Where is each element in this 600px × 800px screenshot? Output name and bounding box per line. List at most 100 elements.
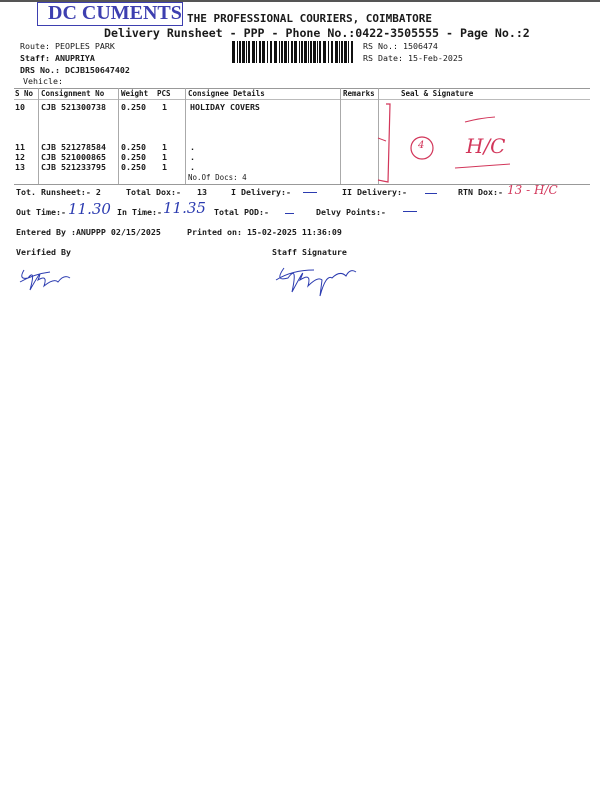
scan-edge bbox=[0, 0, 600, 2]
barcode-bar bbox=[335, 41, 338, 63]
barcode-bar bbox=[284, 41, 287, 63]
total-pod-dash bbox=[285, 213, 294, 214]
total-pod: Total POD:- bbox=[214, 207, 269, 217]
barcode-bar bbox=[319, 41, 321, 63]
header-divider bbox=[14, 99, 590, 100]
row-sno: 11 bbox=[15, 142, 25, 152]
barcode-bar bbox=[259, 41, 261, 63]
rs-date: RS Date: 15-Feb-2025 bbox=[363, 53, 463, 63]
row-consignment: CJB 521000865 bbox=[41, 152, 106, 162]
row-weight: 0.250 bbox=[121, 142, 146, 152]
total-dox-value: 13 bbox=[197, 187, 207, 197]
col-sno: S No bbox=[15, 89, 34, 98]
delvy-points: Delvy Points:- bbox=[316, 207, 386, 217]
row-pcs: 1 bbox=[162, 162, 167, 172]
documents-stamp: DC CUMENTS bbox=[37, 2, 183, 26]
row-sno: 12 bbox=[15, 152, 25, 162]
row-pcs: 1 bbox=[162, 142, 167, 152]
ii-delivery-dash bbox=[425, 193, 437, 194]
barcode-bar bbox=[294, 41, 297, 63]
barcode-bar bbox=[299, 41, 300, 63]
col-consignee: Consignee Details bbox=[188, 89, 265, 98]
barcode-bar bbox=[246, 41, 247, 63]
barcode-bar bbox=[323, 41, 326, 63]
barcode-bar bbox=[328, 41, 329, 63]
circle-number: 4 bbox=[418, 140, 425, 151]
col-consignment: Consignment No bbox=[41, 89, 105, 98]
table-bottom-border bbox=[14, 184, 590, 185]
row-sno: 10 bbox=[15, 102, 25, 112]
company-title: THE PROFESSIONAL COURIERS, COIMBATORE bbox=[187, 12, 433, 25]
barcode-bar bbox=[348, 41, 349, 63]
barcode-bar bbox=[288, 41, 289, 63]
barcode-bar bbox=[262, 41, 265, 63]
entered-by: Entered By :ANUPPP 02/15/2025 bbox=[16, 227, 161, 237]
seal-handwriting: H/C bbox=[466, 134, 506, 158]
col-seal: Seal & Signature bbox=[401, 89, 474, 98]
route: Route: PEOPLES PARK bbox=[20, 41, 115, 51]
underline-mark bbox=[454, 163, 511, 169]
barcode-bar bbox=[304, 41, 307, 63]
runsheet-subtitle: Delivery Runsheet - PPP - Phone No.:0422… bbox=[104, 26, 530, 40]
no-of-docs: No.Of Docs: 4 bbox=[188, 173, 247, 182]
bracket-mark bbox=[377, 103, 391, 183]
row-consignee: . bbox=[190, 162, 195, 172]
row-pcs: 1 bbox=[162, 102, 167, 112]
barcode-bar bbox=[267, 41, 268, 63]
printed-on: Printed on: 15-02-2025 11:36:09 bbox=[187, 227, 342, 237]
in-time-hand: 11.35 bbox=[163, 199, 206, 217]
row-consignment: CJB 521233795 bbox=[41, 162, 106, 172]
table-top-border bbox=[14, 88, 590, 89]
staff-signature-label: Staff Signature bbox=[272, 247, 347, 257]
row-consignment: CJB 521278584 bbox=[41, 142, 106, 152]
barcode-bar bbox=[291, 41, 293, 63]
barcode-bar bbox=[317, 41, 318, 63]
barcode-bar bbox=[252, 41, 255, 63]
barcode-bar bbox=[281, 41, 283, 63]
row-weight: 0.250 bbox=[121, 152, 146, 162]
row-consignee: . bbox=[190, 142, 195, 152]
rtn-dox-hand: 13 - H/C bbox=[507, 183, 558, 197]
staff-signature bbox=[275, 267, 357, 297]
barcode-bar bbox=[310, 41, 312, 63]
drs-no: DRS No.: DCJB150647402 bbox=[20, 65, 130, 75]
barcode-bar bbox=[248, 41, 250, 63]
barcode-bar bbox=[313, 41, 316, 63]
tot-runsheet: Tot. Runsheet:- 2 bbox=[16, 187, 101, 197]
col-divider bbox=[185, 88, 186, 184]
barcode-bar bbox=[237, 41, 238, 63]
barcode-bar bbox=[308, 41, 309, 63]
col-divider bbox=[38, 88, 39, 184]
barcode-bar bbox=[256, 41, 257, 63]
barcode-bar bbox=[242, 41, 245, 63]
row-consignee: HOLIDAY COVERS bbox=[190, 102, 260, 112]
col-weight: Weight bbox=[121, 89, 149, 98]
staff: Staff: ANUPRIYA bbox=[20, 53, 95, 63]
tick-mark bbox=[377, 137, 387, 142]
barcode-bar bbox=[301, 41, 303, 63]
barcode-bar bbox=[270, 41, 272, 63]
vehicle: Vehicle: bbox=[23, 76, 63, 86]
row-sno: 13 bbox=[15, 162, 25, 172]
barcode-bar bbox=[232, 41, 235, 63]
ii-delivery: II Delivery:- bbox=[342, 187, 407, 197]
row-consignee: . bbox=[190, 152, 195, 162]
total-dox-label: Total Dox:- bbox=[126, 187, 181, 197]
barcode-bar bbox=[339, 41, 340, 63]
barcode-bar bbox=[239, 41, 241, 63]
col-divider bbox=[378, 88, 379, 184]
out-time: Out Time:- bbox=[16, 207, 66, 217]
circle-mark bbox=[410, 136, 434, 160]
col-remarks: Remarks bbox=[343, 89, 375, 98]
barcode-bar bbox=[344, 41, 347, 63]
verified-signature bbox=[19, 269, 71, 291]
rtn-dox: RTN Dox:- bbox=[458, 187, 503, 197]
row-pcs: 1 bbox=[162, 152, 167, 162]
barcode-bar bbox=[274, 41, 277, 63]
row-consignment: CJB 521300738 bbox=[41, 102, 106, 112]
row-weight: 0.250 bbox=[121, 102, 146, 112]
delvy-points-dash bbox=[403, 211, 417, 212]
barcode-bar bbox=[341, 41, 343, 63]
out-time-hand: 11.30 bbox=[68, 200, 111, 218]
